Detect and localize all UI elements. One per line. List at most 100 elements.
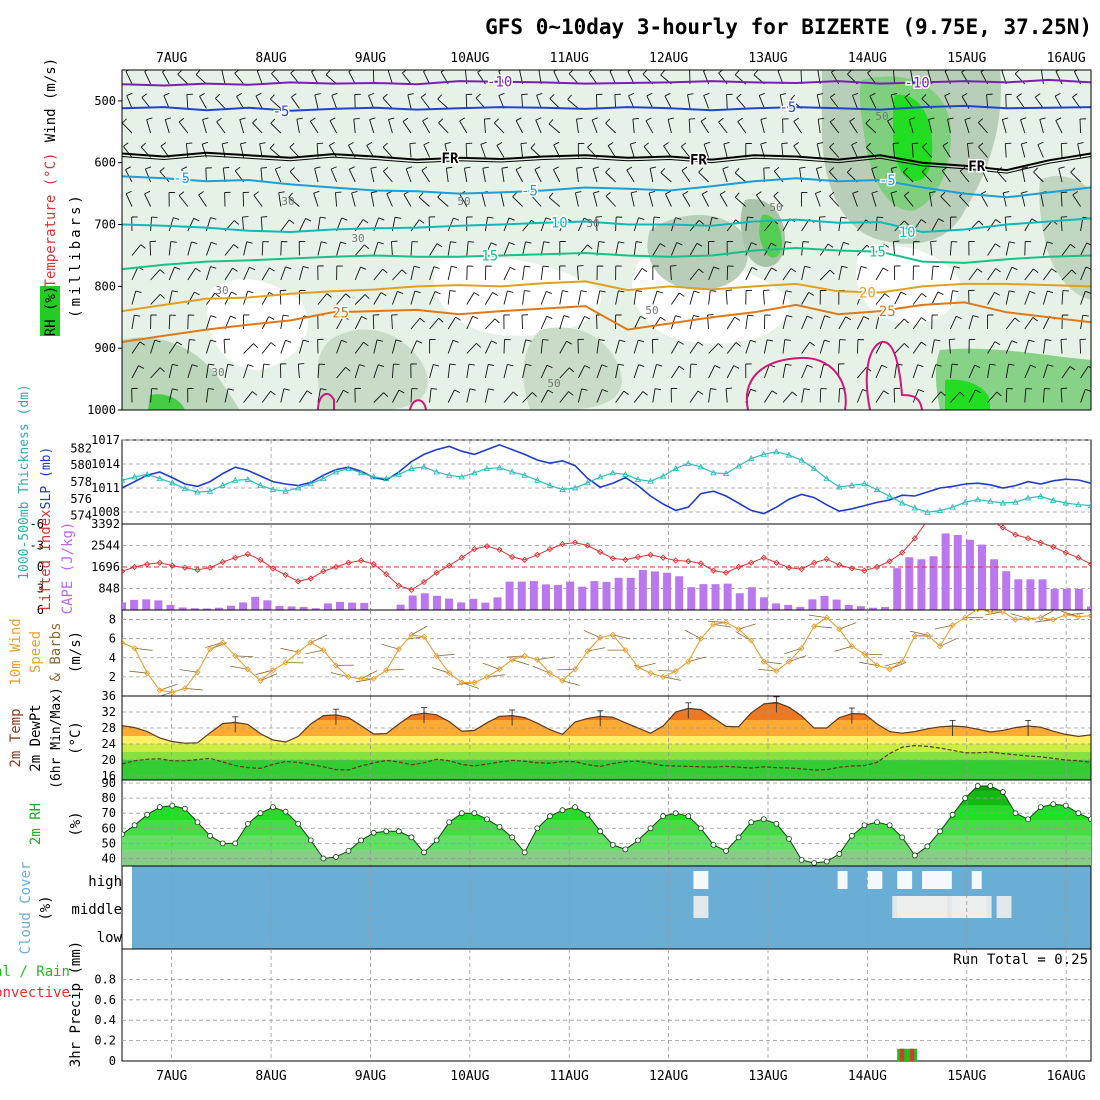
wind10m-speed-point [433,652,440,660]
wind10m-barb [763,661,782,665]
lifted-index-point [194,566,201,574]
wind-barb-flag [464,166,471,169]
wind-barb-staff [224,364,229,379]
wind10m-series [122,610,1091,696]
wind-barb-flag [1011,266,1018,271]
wind-barb-flag [904,93,911,98]
wind10m-grid [122,610,1091,696]
lifted-index-point [269,565,277,572]
wind-barb-staff [782,290,787,305]
li-tick-label: -3 [30,539,44,553]
wind-barb-flag [974,364,981,369]
wind-barb-staff [221,70,226,85]
lifted-index-point [634,553,642,561]
wind-barb-staff [187,291,195,305]
wind-barb-flag [1029,290,1036,294]
wind-barb-staff [689,290,695,305]
rh2m-point [358,837,365,844]
lifted-index-point [144,560,151,568]
wind-barb-flag [159,294,165,299]
wind-barb-staff [256,70,263,85]
rh2m-point [320,855,327,862]
cape-bar [445,598,454,610]
isotherm-line [122,151,1091,172]
wind-barb-flag [1070,167,1076,173]
wind-barb-flag [866,244,872,250]
wind-barb-staff [311,71,319,85]
wind10m-speed-point [1050,616,1057,623]
wind-barb-flag [583,217,590,221]
wind-barb-flag [414,290,421,294]
date-label-bottom: 13AUG [748,1069,787,1084]
date-label-bottom: 8AUG [255,1069,286,1084]
wind10m-speed-label: Speed [28,631,44,673]
wind-barb-staff [912,341,922,354]
wind-barb-staff [466,342,477,354]
wind10m-speed-point [483,673,491,681]
wind-barb-flag [867,70,872,74]
wind-barb-flag [937,291,944,295]
cape-bar [336,601,345,610]
wind-barb-flag [349,166,355,170]
lifted-index-point [206,564,214,571]
wind-barb-flag [296,117,303,120]
wind-barb-staff [801,341,811,354]
wind-barb-staff [221,143,226,158]
wind10m-barb [587,647,606,652]
wind-barb-flag [793,142,799,147]
wind10m-barb [184,687,203,691]
wind-barb-staff [168,266,175,281]
wind-barb-staff [1060,216,1063,232]
wind-barb-staff [418,196,430,207]
rh2m-point [1088,816,1091,823]
wind-barb-staff [1042,364,1048,379]
wind-barb-flag [922,142,928,148]
lifted-index-point [219,558,226,566]
thickness-point [508,468,516,475]
wind10m-speed-point [521,652,528,660]
wind-barb-flag [959,167,966,172]
cloud-high-block [971,871,982,889]
wind10m-speed-point [748,637,755,644]
wind-barb-staff [670,242,678,256]
lifted-index-point [282,571,289,579]
wind-barb-staff [391,314,393,330]
wind-barb-staff [1005,340,1013,354]
thickness-point [370,473,377,480]
precip-convective-label: Convective [0,985,70,1001]
wind-barb-staff [708,343,719,354]
wind10m-speed-point [647,669,654,677]
wind-barb-staff [325,74,337,85]
wind-barb-staff [280,266,286,281]
isotherm-line [122,246,1091,271]
cape-axis-label: CAPE (J/kg) [60,522,76,615]
wind-barb-staff [420,97,430,109]
thickness-point [672,465,679,472]
rh2m-grid [122,780,1091,866]
wind-barb-flag [781,142,788,145]
wind-barb-flag [253,343,259,349]
wind-barb-staff [261,342,272,354]
wind-barb-staff [429,364,434,379]
wind-barb-staff [255,95,263,109]
wind-barb-flag [363,341,369,347]
wind-barb-staff [269,147,282,158]
wind-barb-flag [734,168,740,174]
wind-barb-staff [503,267,511,281]
pressure-tick-label: 700 [94,218,116,232]
wind-barb-staff [252,122,263,134]
wind-barb-flag [891,166,898,169]
rh2m-point [295,820,302,827]
rh2m-point [647,825,654,832]
lifted-index-point [622,556,629,563]
wind-barb-staff [942,145,951,158]
wind-barb-flag [638,339,645,343]
wind-barb-staff [595,217,598,232]
wind-barb-staff [894,318,905,330]
wind-barb-staff [745,242,752,256]
wind-barb-staff [838,217,842,232]
wind-barb-staff [838,242,844,256]
isotherm-label: -5 [273,104,290,120]
wind-barb-flag [181,166,188,170]
lifted-index-point [345,559,352,566]
